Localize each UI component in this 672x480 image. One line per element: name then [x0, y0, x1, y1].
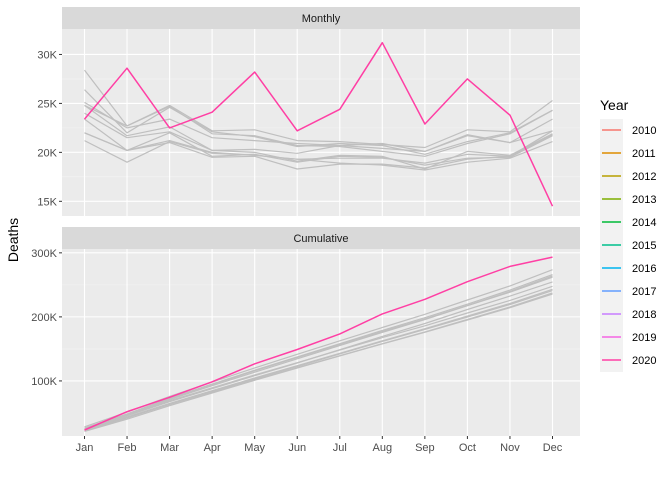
legend-label: 2020	[632, 355, 656, 367]
series-line-2010	[84, 69, 553, 149]
x-tick-label: Sep	[415, 442, 435, 454]
x-tick-label: Jul	[333, 442, 347, 454]
y-axis-title: Deaths	[5, 218, 21, 262]
x-tick-label: Jan	[76, 442, 94, 454]
series-line-2020	[84, 256, 553, 431]
facet-panels: Monthly 15K 20K 25K 30K Cumulative 100K 200K 300…	[31, 7, 580, 436]
legend-label: 2014	[632, 217, 656, 229]
x-tick-label: Oct	[459, 442, 476, 454]
panel-monthly: Monthly 15K 20K 25K 30K	[37, 7, 580, 216]
series-line-2013	[84, 275, 553, 430]
x-axis: Jan Feb Mar Apr May Jun Jul Aug Sep Oct Nov Dec	[76, 436, 563, 454]
legend-title: Year	[600, 97, 629, 113]
legend-item-2016: 2016	[600, 257, 656, 280]
legend-label: 2013	[632, 194, 656, 206]
legend-item-2020: 2020	[600, 349, 656, 372]
legend-label: 2016	[632, 263, 656, 275]
y-tick-label: 15K	[37, 196, 57, 208]
legend: Year 2010 2011 2012 2013 2014 2015 2016 2017 201…	[600, 97, 660, 372]
legend-label: 2010	[632, 125, 656, 137]
series-line-2012	[84, 101, 553, 152]
legend-label: 2012	[632, 171, 656, 183]
panel-background	[62, 29, 580, 216]
x-tick-label: Jun	[288, 442, 306, 454]
panel-cumulative: Cumulative 100K 200K 300K	[31, 227, 580, 436]
series-line-2018	[84, 132, 553, 170]
legend-label: 2019	[632, 332, 656, 344]
legend-item-2011: 2011	[600, 142, 656, 165]
legend-item-2010: 2010	[600, 119, 656, 142]
facet-strip	[62, 227, 580, 249]
facet-strip	[62, 7, 580, 29]
x-tick-label: Dec	[543, 442, 563, 454]
facet-strip-label: Monthly	[302, 13, 341, 25]
legend-item-2018: 2018	[600, 303, 656, 326]
x-tick-label: Mar	[160, 442, 179, 454]
y-tick-label: 30K	[37, 49, 57, 61]
x-tick-label: Feb	[118, 442, 137, 454]
x-tick-label: Aug	[373, 442, 393, 454]
x-tick-label: May	[244, 442, 265, 454]
facet-strip-label: Cumulative	[293, 233, 348, 245]
series-line-2014	[84, 112, 553, 154]
legend-item-2017: 2017	[600, 280, 656, 303]
legend-label: 2018	[632, 309, 656, 321]
y-tick-label: 100K	[31, 376, 57, 388]
series-line-2020	[83, 41, 554, 207]
legend-item-2015: 2015	[600, 234, 656, 257]
series-line-2017	[84, 140, 553, 171]
legend-label: 2011	[632, 148, 656, 160]
legend-label: 2017	[632, 286, 656, 298]
y-tick-label: 20K	[37, 147, 57, 159]
series-line-2016	[84, 132, 553, 166]
x-tick-label: Apr	[204, 442, 221, 454]
legend-item-2013: 2013	[600, 188, 656, 211]
y-tick-label: 25K	[37, 98, 57, 110]
legend-item-2019: 2019	[600, 326, 656, 349]
y-tick-label: 200K	[31, 312, 57, 324]
series-line-2018	[84, 292, 553, 432]
legend-item-2012: 2012	[600, 165, 656, 188]
series-line-2013	[84, 104, 553, 157]
series-line-2019	[84, 285, 553, 430]
y-tick-label: 300K	[31, 248, 57, 260]
x-tick-label: Nov	[500, 442, 520, 454]
legend-item-2014: 2014	[600, 211, 656, 234]
series-line-2019	[84, 104, 553, 170]
legend-label: 2015	[632, 240, 656, 252]
